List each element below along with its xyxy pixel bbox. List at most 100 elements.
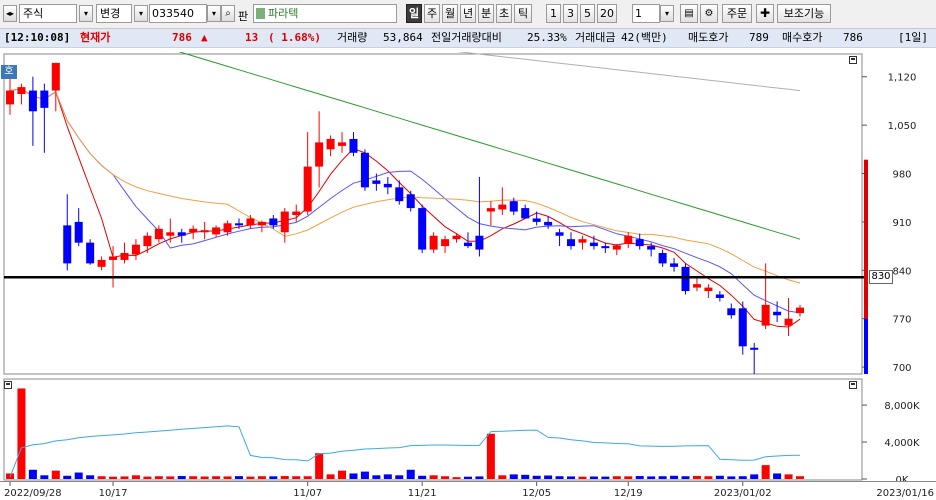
period-tab-tick[interactable]: 틱 bbox=[514, 4, 532, 23]
period-tab-week[interactable]: 주 bbox=[424, 4, 440, 23]
chevron-down-icon[interactable]: ▾ bbox=[207, 5, 221, 22]
change-value: 13 bbox=[245, 31, 259, 44]
candle-up bbox=[303, 166, 312, 212]
candle-down bbox=[475, 235, 484, 250]
volume-bar-up bbox=[154, 476, 163, 479]
candle-up bbox=[292, 211, 301, 215]
candle-up bbox=[761, 304, 770, 326]
interval-button-3[interactable]: 3 bbox=[563, 4, 578, 23]
quote-badge[interactable]: 호 bbox=[1, 65, 17, 79]
period-tab-month[interactable]: 월 bbox=[442, 4, 458, 23]
price-chart[interactable]: 1,120 1,050 980 910 840 770 700 bbox=[0, 52, 936, 377]
chevron-down-icon[interactable]: ▾ bbox=[660, 5, 674, 22]
volume-bar-down bbox=[727, 476, 736, 479]
volume-axis-label: 0K bbox=[896, 475, 909, 481]
candle-up bbox=[51, 62, 60, 91]
ask-value: 789 bbox=[749, 31, 769, 44]
candle-down bbox=[555, 232, 564, 236]
search-icon[interactable]: ⌕ bbox=[221, 5, 235, 22]
price-axis-label: 770 bbox=[892, 315, 911, 326]
volume-bar-up bbox=[498, 475, 507, 479]
candle-down bbox=[372, 180, 381, 184]
volume-bar-down bbox=[658, 476, 667, 479]
ma5-line bbox=[9, 88, 801, 328]
candle-down bbox=[28, 90, 37, 112]
trade-amount-label: 거래대금 bbox=[575, 31, 616, 44]
change-select[interactable]: 변경 bbox=[96, 4, 132, 23]
bid-label: 매수호가 bbox=[782, 31, 823, 44]
candle-up bbox=[338, 142, 347, 146]
candle-down bbox=[349, 138, 358, 153]
volume-bar-down bbox=[681, 476, 690, 479]
volume-bar-down bbox=[521, 474, 530, 479]
stock-name-value: 파라텍 bbox=[268, 7, 299, 20]
candle-up bbox=[120, 253, 129, 260]
price-chart-panel[interactable]: 1,120 1,050 980 910 840 770 700 호 830 bbox=[0, 52, 936, 377]
candle-down bbox=[727, 308, 736, 316]
volume-bar-up bbox=[692, 475, 701, 479]
period-tab-second[interactable]: 초 bbox=[496, 4, 512, 23]
candle-up bbox=[326, 138, 335, 150]
volume-chart[interactable]: 8,000K 4,000K 0K bbox=[0, 378, 936, 481]
candle-down bbox=[509, 201, 518, 212]
candle-up bbox=[612, 245, 621, 250]
period-tab-day[interactable]: 일 bbox=[406, 4, 422, 23]
volume-chart-panel[interactable]: 8,000K 4,000K 0K bbox=[0, 378, 936, 481]
scroll-left-right-icon[interactable]: ◂▸ bbox=[3, 5, 17, 22]
stock-name-field[interactable]: 파라텍 bbox=[253, 4, 397, 23]
count-input[interactable]: 1 bbox=[632, 4, 660, 23]
candle-up bbox=[166, 232, 175, 236]
order-button[interactable]: 주문 bbox=[722, 4, 752, 23]
candle-up bbox=[17, 87, 26, 95]
chevron-down-icon[interactable]: ▾ bbox=[134, 5, 148, 22]
volume-bar-up bbox=[578, 476, 587, 479]
volume-bar-up bbox=[452, 477, 461, 479]
gear-icon[interactable]: ⚙ bbox=[700, 4, 718, 23]
price-axis-label: 840 bbox=[892, 266, 911, 277]
price-axis-label: 1,120 bbox=[888, 73, 917, 84]
volume-label: 거래량 bbox=[337, 31, 368, 44]
market-select[interactable]: 주식 bbox=[19, 4, 77, 23]
minimize-icon[interactable] bbox=[4, 381, 12, 389]
minimize-icon[interactable] bbox=[849, 56, 857, 64]
chevron-down-icon[interactable]: ▾ bbox=[79, 5, 93, 22]
volume-bar-down bbox=[738, 476, 747, 479]
period-tab-year[interactable]: 년 bbox=[460, 4, 476, 23]
candle-down bbox=[601, 246, 610, 249]
aux-function-button[interactable]: 보조기능 bbox=[777, 4, 831, 23]
stock-code-input[interactable]: 033540 bbox=[149, 4, 207, 23]
candle-down bbox=[750, 347, 759, 350]
count-value: 1 bbox=[635, 7, 642, 20]
volume-bar-up bbox=[257, 476, 266, 479]
candle-up bbox=[498, 204, 507, 210]
candle-down bbox=[647, 246, 656, 250]
interval-button-5[interactable]: 5 bbox=[580, 4, 595, 23]
candle-down bbox=[360, 152, 369, 188]
plus-icon[interactable]: ✚ bbox=[756, 4, 774, 23]
save-icon[interactable]: ▤ bbox=[680, 4, 698, 23]
volume-bar-up bbox=[292, 476, 301, 479]
price-range-bar-down bbox=[864, 318, 868, 374]
date-axis-label: 12/19 bbox=[614, 488, 643, 499]
candle-up bbox=[200, 230, 209, 233]
volume-bar-down bbox=[406, 469, 415, 479]
period-tab-minute[interactable]: 분 bbox=[478, 4, 494, 23]
volume-bar-down bbox=[670, 475, 679, 479]
candle-down bbox=[635, 239, 644, 247]
candle-up bbox=[154, 228, 163, 240]
volume-bar-up bbox=[189, 476, 198, 479]
volume-bar-up bbox=[704, 476, 713, 479]
volume-axis-label: 4,000K bbox=[884, 438, 920, 449]
interval-button-1[interactable]: 1 bbox=[546, 4, 561, 23]
volume-bar-up bbox=[441, 476, 450, 479]
volume-bar-down bbox=[234, 476, 243, 479]
minimize-icon[interactable] bbox=[849, 381, 857, 389]
volume-bar-down bbox=[750, 474, 759, 479]
interval-button-20[interactable]: 20 bbox=[597, 4, 617, 23]
volume-bar-down bbox=[589, 476, 598, 479]
volume-bar-up bbox=[246, 476, 255, 479]
volume-bar-up bbox=[120, 476, 129, 479]
document-icon bbox=[256, 8, 265, 19]
candle-up bbox=[784, 318, 793, 326]
date-axis-label: 2023/01/16 bbox=[876, 488, 934, 499]
